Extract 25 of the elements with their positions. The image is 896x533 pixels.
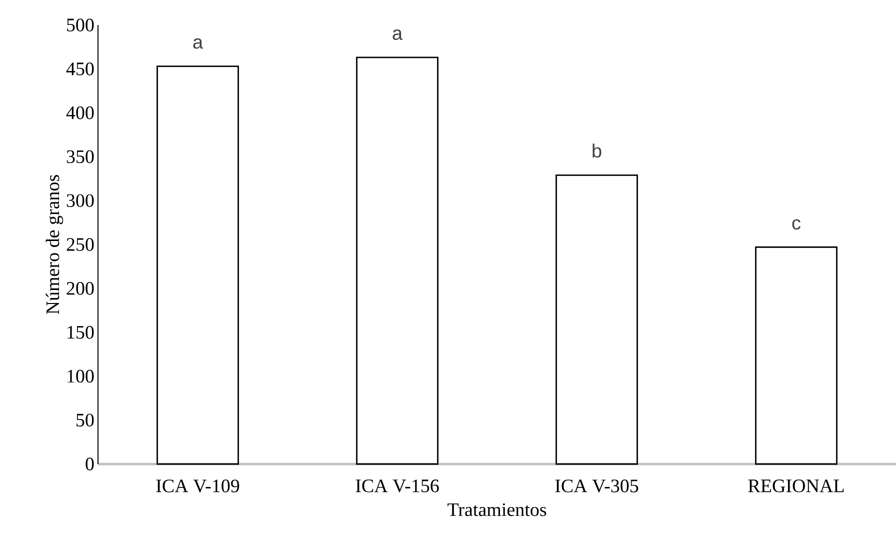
bar: [556, 174, 638, 465]
bar: [755, 246, 838, 465]
x-axis-title: Tratamientos: [448, 503, 546, 516]
y-tick-label: 150: [68, 326, 94, 339]
y-tick-label: 100: [68, 370, 94, 383]
y-tick-label: 300: [66, 194, 94, 208]
x-tick-label: ICA V-156: [356, 480, 439, 492]
y-tick-label: 0: [86, 458, 94, 470]
y-tick-label: 450: [66, 62, 94, 76]
y-tick-label: 350: [66, 150, 94, 164]
x-tick-label: ICA V-305: [555, 480, 638, 492]
y-tick-label: 200: [66, 282, 94, 295]
annotation: b: [592, 144, 602, 158]
y-tick-label: 250: [66, 238, 94, 251]
annotation: c: [792, 219, 801, 230]
annotation: a: [193, 38, 204, 49]
bar: [156, 66, 239, 465]
y-tick-label: 400: [66, 106, 94, 120]
annotation: a: [392, 30, 403, 40]
x-tick-label: REGIONAL: [748, 480, 844, 492]
y-axis-title: Número de granos: [46, 175, 64, 314]
x-tick-label: ICA V-109: [156, 480, 240, 492]
bar: [356, 56, 438, 465]
y-tick-label: 500: [67, 18, 94, 32]
y-tick-label: 50: [76, 414, 94, 427]
